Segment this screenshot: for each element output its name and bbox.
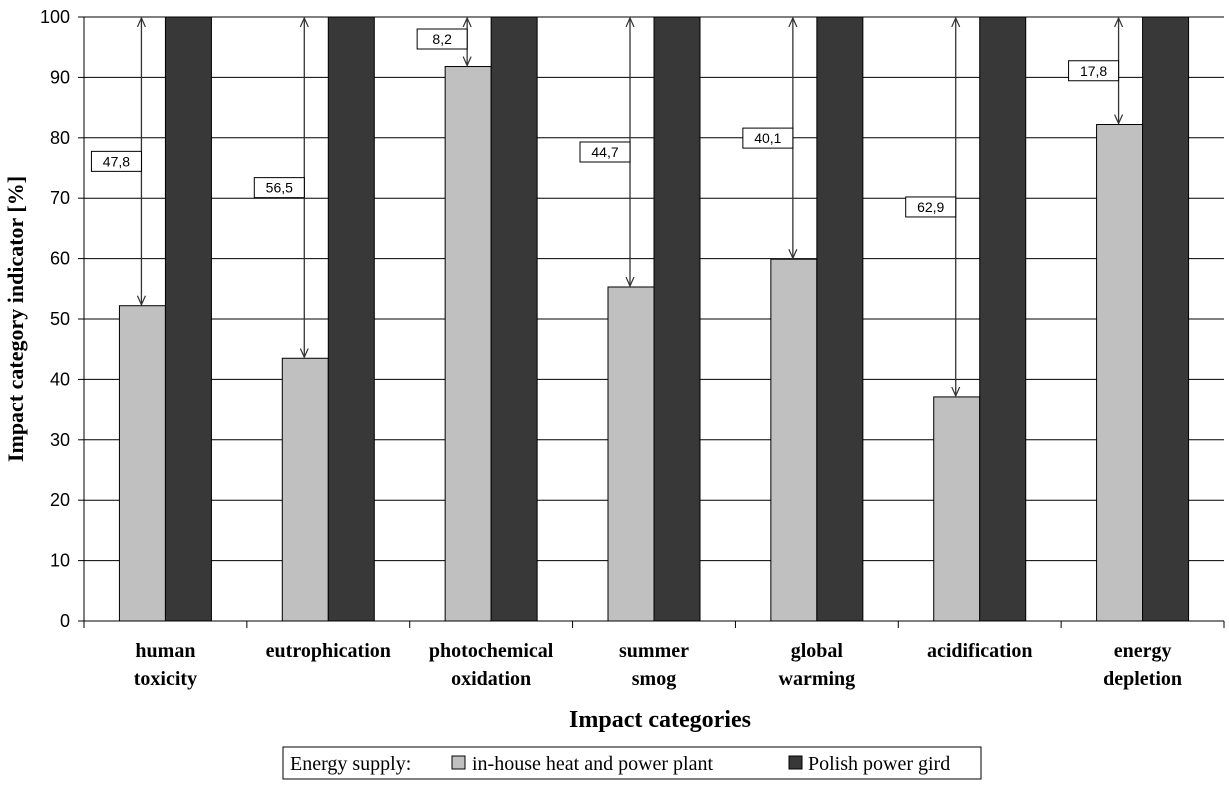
y-tick-label: 40 (50, 369, 70, 389)
difference-label: 44,7 (591, 144, 618, 160)
bar-in-house (444, 66, 492, 622)
difference-label-box (416, 28, 468, 50)
bar-in-house (770, 258, 818, 622)
x-category-label: warming (779, 668, 856, 690)
y-tick-label: 60 (50, 249, 70, 269)
x-category-label: global (791, 640, 844, 662)
bar-polish-grid (816, 16, 864, 622)
y-tick-labels: 0 10 20 30 40 50 60 70 80 90 100 (40, 7, 70, 631)
x-category-label: smog (632, 668, 676, 690)
x-category-label: depletion (1103, 668, 1182, 690)
difference-label-box (579, 141, 631, 163)
difference-label: 62,9 (917, 199, 944, 215)
y-tick-label: 90 (50, 67, 70, 87)
y-tick-label: 100 (40, 7, 70, 27)
x-category-label: energy (1114, 640, 1172, 662)
legend-swatch-in-house (451, 755, 466, 770)
legend-label-in-house: in-house heat and power plant (472, 753, 713, 775)
legend-label-polish-grid: Polish power gird (808, 753, 950, 775)
legend-swatch-polish-grid (788, 755, 803, 770)
bar-polish-grid (979, 16, 1027, 622)
bar-in-house (1096, 124, 1144, 622)
x-category-label: acidification (927, 640, 1033, 662)
x-category-labels: human toxicity eutrophication photochemical… (134, 640, 1182, 690)
y-tick-label: 80 (50, 128, 70, 148)
y-tick-label: 50 (50, 309, 70, 329)
axes (78, 16, 1225, 628)
x-category-label: summer (619, 640, 689, 662)
bar-polish-grid (327, 16, 375, 622)
difference-label: 40,1 (754, 130, 781, 146)
bar-in-house (607, 286, 655, 622)
difference-label: 8,2 (432, 31, 452, 47)
difference-label-box (742, 127, 794, 149)
difference-label: 47,8 (103, 153, 130, 169)
bar-in-house (281, 357, 329, 622)
difference-label: 56,5 (266, 180, 293, 196)
x-category-label: human (135, 640, 195, 662)
y-tick-label: 70 (50, 188, 70, 208)
difference-label-box (253, 177, 305, 199)
legend-title: Energy supply: (290, 753, 411, 775)
x-category-label: eutrophication (266, 640, 391, 662)
y-tick-label: 10 (50, 551, 70, 571)
x-axis-title: Impact categories (569, 707, 751, 733)
bars (118, 16, 1190, 622)
bar-polish-grid (164, 16, 212, 622)
x-category-label: photochemical (429, 640, 554, 662)
difference-label-box (905, 196, 957, 218)
bar-polish-grid (490, 16, 538, 622)
y-tick-label: 30 (50, 430, 70, 450)
y-axis-title: Impact category indicator [%] (3, 176, 28, 462)
bar-in-house (933, 396, 981, 622)
difference-label: 17,8 (1080, 63, 1107, 79)
y-tick-label: 20 (50, 490, 70, 510)
bar-in-house (118, 305, 166, 622)
x-category-label: oxidation (451, 668, 531, 690)
difference-arrows: 47,8 56,5 8,2 44,7 40,1 62,9 17,8 (90, 18, 1120, 396)
difference-label-box (1068, 60, 1120, 82)
difference-label-box (90, 150, 142, 172)
x-category-label: toxicity (134, 668, 197, 690)
legend-box (282, 746, 982, 780)
bar-polish-grid (653, 16, 701, 622)
y-tick-label: 0 (60, 611, 70, 631)
bar-polish-grid (1142, 16, 1190, 622)
legend: Energy supply: in-house heat and power pl… (282, 746, 982, 780)
